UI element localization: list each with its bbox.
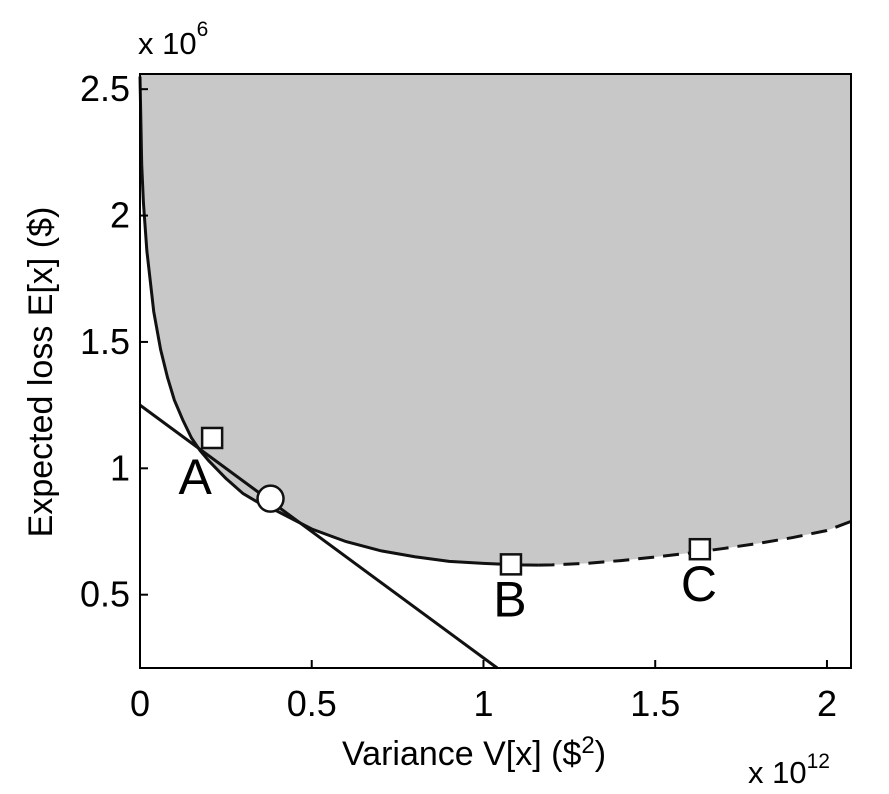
ticks-layer: 0 0.5 1 1.5 2 0.5 1 1.5 2 2.5 bbox=[80, 68, 837, 724]
y-axis-multiplier: x 106 bbox=[138, 18, 208, 61]
x-axis-tick-label: 0 bbox=[130, 683, 150, 724]
tangent-point-marker bbox=[256, 484, 285, 513]
x-axis-tick-label: 1.5 bbox=[630, 683, 680, 724]
y-axis-tick-label: 2 bbox=[110, 195, 130, 236]
y-axis-label: Expected loss E[x] ($) bbox=[22, 207, 60, 538]
x-axis-label-main: Variance V[x] ($ bbox=[342, 735, 581, 773]
feasible-region bbox=[140, 74, 851, 566]
point-c-marker bbox=[688, 537, 712, 561]
point-label-b: B bbox=[493, 571, 526, 627]
point-label-c: C bbox=[681, 556, 717, 612]
plot-frame bbox=[139, 73, 852, 669]
x-axis-multiplier-base: x 10 bbox=[748, 755, 807, 790]
x-axis-multiplier-exponent: 12 bbox=[807, 750, 830, 773]
efficient-frontier-solid-line bbox=[138, 76, 539, 567]
x-axis-tick-label: 1 bbox=[473, 683, 493, 724]
x-axis-label: Variance V[x] ($2) bbox=[342, 732, 606, 773]
y-axis-tick-label: 0.5 bbox=[80, 574, 130, 615]
y-axis-multiplier-exponent: 6 bbox=[197, 18, 209, 41]
axes-layer bbox=[139, 73, 852, 669]
y-axis-tick-label: 2.5 bbox=[80, 68, 130, 109]
x-axis-tick-label: 2 bbox=[817, 683, 837, 724]
x-axis-tick-label: 0.5 bbox=[287, 683, 337, 724]
x-axis-multiplier: x 1012 bbox=[748, 750, 830, 790]
points-layer: A B C bbox=[178, 426, 717, 627]
y-axis-tick-label: 1.5 bbox=[80, 321, 130, 362]
point-b-marker bbox=[499, 553, 523, 576]
x-axis-label-suffix: ) bbox=[595, 735, 606, 773]
point-label-a: A bbox=[178, 449, 212, 505]
feasible-region-layer bbox=[140, 74, 851, 566]
x-axis-label-superscript: 2 bbox=[581, 732, 594, 759]
y-axis-multiplier-base: x 10 bbox=[138, 26, 197, 61]
tangent-line bbox=[139, 403, 499, 670]
point-a-marker bbox=[200, 426, 224, 450]
y-axis-tick-label: 1 bbox=[110, 447, 130, 488]
